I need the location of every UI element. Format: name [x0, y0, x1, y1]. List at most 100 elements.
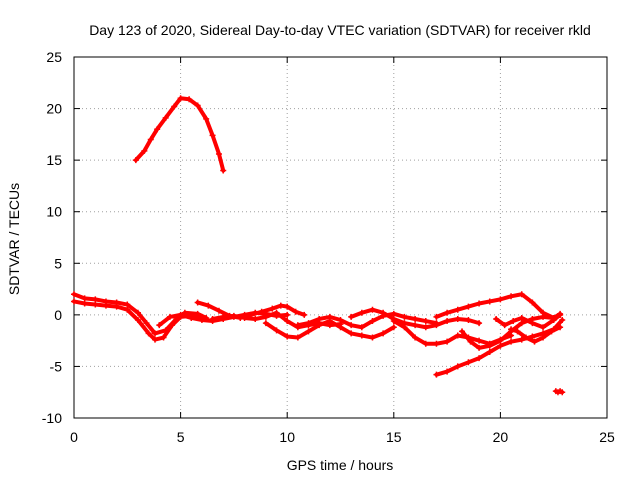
- data-point: [194, 310, 201, 317]
- data-point: [273, 309, 280, 316]
- chart-title: Day 123 of 2020, Sidereal Day-to-day VTE…: [89, 22, 591, 38]
- data-point: [294, 322, 301, 329]
- data-point: [369, 334, 376, 341]
- data-point: [454, 332, 461, 339]
- y-tick-label: 0: [54, 307, 62, 323]
- x-tick-label: 0: [70, 429, 78, 445]
- data-point: [454, 315, 461, 322]
- data-point: [143, 320, 150, 327]
- data-point: [124, 306, 131, 313]
- data-point: [252, 315, 259, 322]
- series-s2: [71, 291, 210, 337]
- data-point: [510, 318, 517, 325]
- series-trace: [195, 300, 307, 320]
- data-point: [277, 302, 284, 309]
- data-point: [557, 324, 564, 331]
- data-point: [337, 317, 344, 324]
- x-tick-label: 15: [386, 429, 402, 445]
- y-tick-label: -5: [50, 358, 63, 374]
- data-point: [422, 340, 429, 347]
- data-point: [188, 314, 195, 321]
- data-point: [454, 363, 461, 370]
- series-high-arc: [132, 95, 227, 174]
- data-point: [194, 102, 201, 109]
- data-point: [497, 342, 504, 349]
- data-point: [380, 330, 387, 337]
- y-axis-label: SDTVAR / TECUs: [6, 183, 22, 295]
- series-outlier: [552, 388, 566, 396]
- data-point: [559, 389, 566, 396]
- x-tick-label: 10: [279, 429, 295, 445]
- data-point: [518, 320, 525, 327]
- data-point: [269, 305, 276, 312]
- y-tick-label: 20: [46, 101, 62, 117]
- data-point: [162, 327, 169, 334]
- x-tick-label: 5: [177, 429, 185, 445]
- data-point: [348, 330, 355, 337]
- data-point: [540, 324, 547, 331]
- data-point: [241, 314, 248, 321]
- data-point: [486, 298, 493, 305]
- data-point: [209, 132, 216, 139]
- data-point: [422, 324, 429, 331]
- data-point: [258, 308, 265, 315]
- data-point: [102, 298, 109, 305]
- data-point: [147, 136, 154, 143]
- data-point: [444, 309, 451, 316]
- data-point: [305, 328, 312, 335]
- data-point: [550, 317, 557, 324]
- grid-lines: [74, 57, 607, 418]
- data-point: [220, 167, 227, 174]
- data-point: [194, 299, 201, 306]
- data-point: [113, 299, 120, 306]
- series-s4: [194, 299, 308, 321]
- data-point: [401, 324, 408, 331]
- data-point: [465, 303, 472, 310]
- data-point: [518, 314, 525, 321]
- data-point: [529, 299, 536, 306]
- data-point: [152, 330, 159, 337]
- data-point: [316, 322, 323, 329]
- data-point: [203, 115, 210, 122]
- data-point: [476, 344, 483, 351]
- data-point: [522, 334, 529, 341]
- data-point: [124, 301, 131, 308]
- data-point: [160, 334, 167, 341]
- data-point: [508, 293, 515, 300]
- y-tick-label: -10: [42, 410, 62, 426]
- data-point: [486, 348, 493, 355]
- data-point: [508, 326, 515, 333]
- data-point: [273, 327, 280, 334]
- data-point: [548, 328, 555, 335]
- data-point: [508, 338, 515, 345]
- data-point: [476, 337, 483, 344]
- data-point: [92, 301, 99, 308]
- data-point: [433, 371, 440, 378]
- data-point: [465, 359, 472, 366]
- data-point: [171, 103, 178, 110]
- data-point: [369, 306, 376, 313]
- data-series: [71, 95, 566, 396]
- data-point: [209, 315, 216, 322]
- data-point: [152, 336, 159, 343]
- data-point: [71, 291, 77, 298]
- data-point: [154, 126, 161, 133]
- data-point: [177, 95, 184, 102]
- data-point: [467, 338, 474, 345]
- data-point: [358, 324, 365, 331]
- data-point: [433, 322, 440, 329]
- data-point: [71, 298, 77, 305]
- data-point: [465, 317, 472, 324]
- data-point: [476, 355, 483, 362]
- data-point: [305, 320, 312, 327]
- data-point: [162, 114, 169, 121]
- axis-ticks: 0 5 10 15 20 25 -10 -5 0 5 10 15 20 25: [42, 49, 615, 445]
- data-point: [459, 328, 466, 335]
- data-point: [145, 330, 152, 337]
- data-point: [205, 302, 212, 309]
- data-point: [518, 291, 525, 298]
- data-point: [262, 320, 269, 327]
- data-point: [433, 313, 440, 320]
- data-point: [134, 317, 141, 324]
